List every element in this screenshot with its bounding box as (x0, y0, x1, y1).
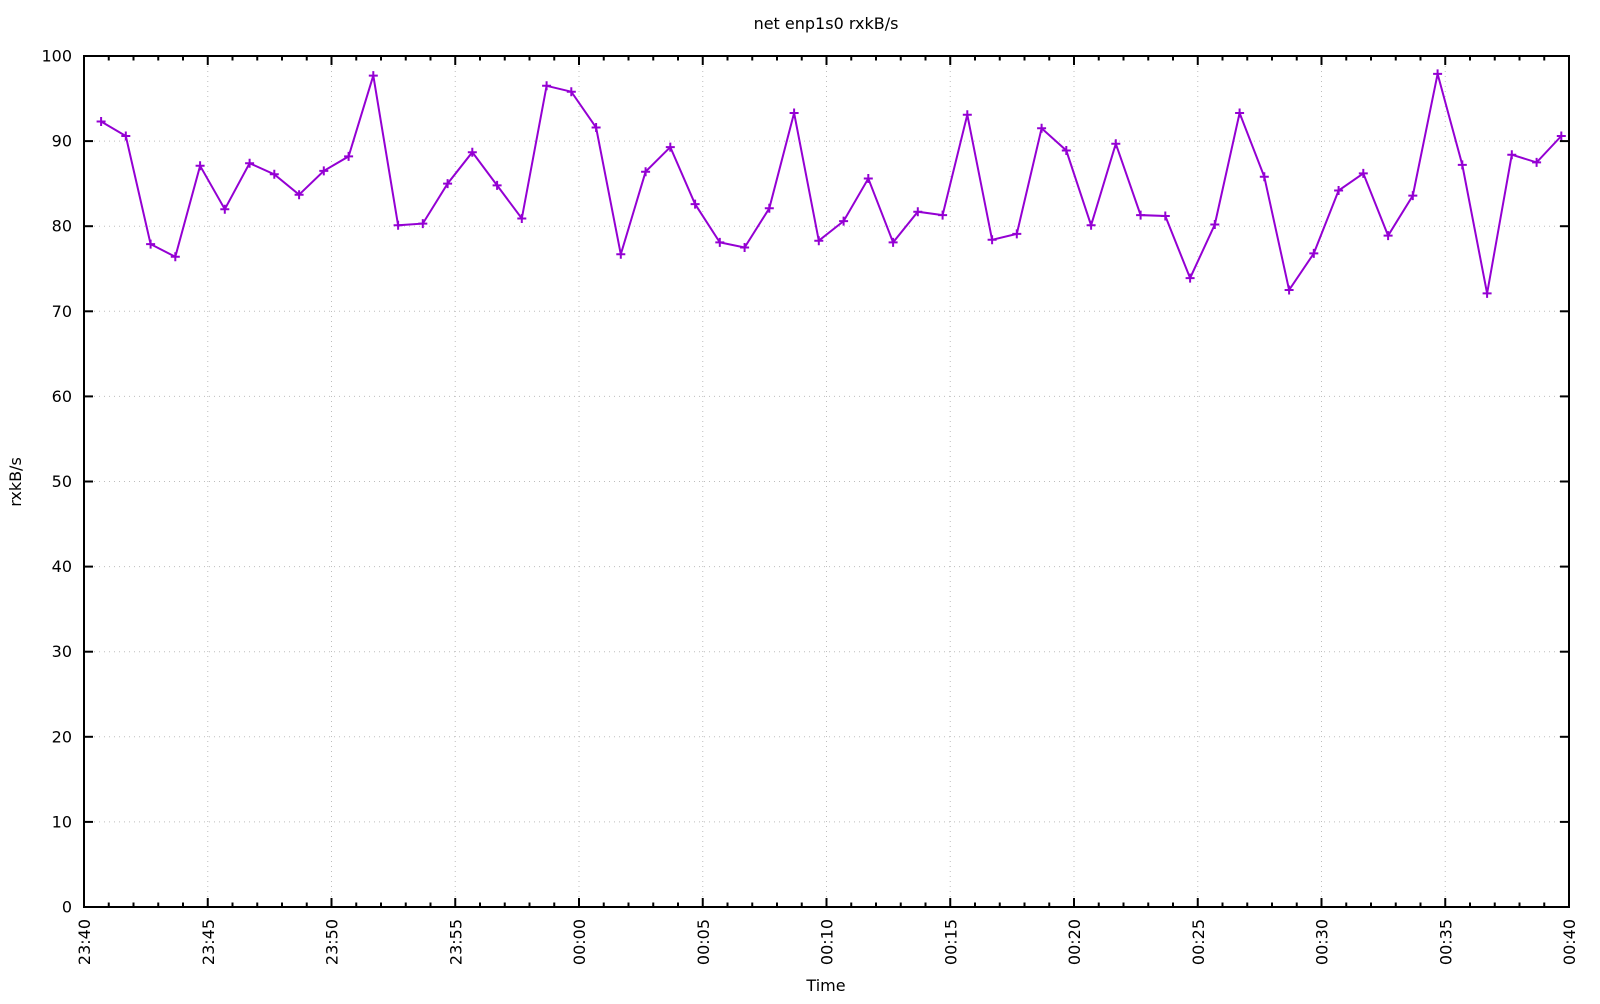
x-tick-label: 00:20 (1065, 919, 1084, 965)
y-tick-label: 60 (52, 387, 72, 406)
tick-labels: 0 10 20 30 40 50 60 70 80 90 100 23:40 23:45 23:50 23:… (41, 47, 1579, 966)
gridlines (84, 56, 1569, 907)
y-tick-label: 70 (52, 302, 72, 321)
y-tick-label: 90 (52, 132, 72, 151)
x-axis-label: Time (805, 976, 845, 995)
x-tick-label: 23:45 (199, 919, 218, 965)
y-tick-label: 80 (52, 217, 72, 236)
x-tick-label: 00:25 (1189, 919, 1208, 965)
x-tick-label: 00:00 (570, 919, 589, 965)
y-tick-label: 30 (52, 642, 72, 661)
y-tick-label: 100 (41, 47, 72, 66)
x-tick-label: 00:35 (1436, 919, 1455, 965)
y-tick-label: 20 (52, 727, 72, 746)
series-line (100, 73, 1563, 294)
y-tick-label: 10 (52, 812, 72, 831)
x-tick-label: 00:05 (694, 919, 713, 965)
y-tick-label: 0 (62, 898, 72, 917)
plus-markers (96, 69, 1566, 298)
x-tick-label: 23:40 (75, 919, 94, 965)
axes (83, 55, 1570, 908)
x-tick-label: 00:30 (1313, 919, 1332, 965)
data-series-rxkbs (96, 69, 1566, 298)
y-tick-label: 50 (52, 472, 72, 491)
y-tick-label: 40 (52, 557, 72, 576)
x-tick-label: 00:10 (818, 919, 837, 965)
x-tick-label: 00:40 (1560, 919, 1579, 965)
chart-title: net enp1s0 rxkB/s (754, 14, 899, 33)
x-tick-label: 00:15 (941, 919, 960, 965)
x-tick-label: 23:55 (446, 919, 465, 965)
x-tick-label: 23:50 (323, 919, 342, 965)
y-axis-label: rxkB/s (6, 457, 25, 507)
